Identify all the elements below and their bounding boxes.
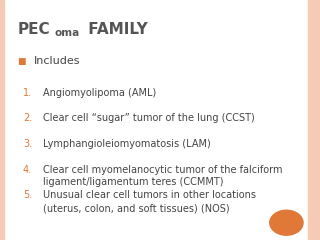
Bar [308,0,320,240]
Circle shape [270,210,303,235]
Text: Includes: Includes [34,56,80,66]
Bar [0,0,4,240]
Text: 1.: 1. [23,88,32,98]
Text: PEC: PEC [18,23,50,37]
Text: 4.: 4. [23,165,32,175]
Text: 3.: 3. [23,139,32,149]
Text: Clear cell myomelanocytic tumor of the falciform
ligament/ligamentum teres (CCMM: Clear cell myomelanocytic tumor of the f… [43,165,283,187]
Text: oma: oma [54,28,80,38]
Text: FAMILY: FAMILY [83,23,148,37]
Text: Unusual clear cell tumors in other locations
(uterus, colon, and soft tissues) (: Unusual clear cell tumors in other locat… [43,190,256,213]
Text: Angiomyolipoma (AML): Angiomyolipoma (AML) [43,88,156,98]
Text: Lymphangioleiomyomatosis (LAM): Lymphangioleiomyomatosis (LAM) [43,139,211,149]
Text: Clear cell “sugar” tumor of the lung (CCST): Clear cell “sugar” tumor of the lung (CC… [43,113,255,123]
Text: 2.: 2. [23,113,32,123]
Text: ■: ■ [18,57,26,66]
Text: 5.: 5. [23,190,32,200]
